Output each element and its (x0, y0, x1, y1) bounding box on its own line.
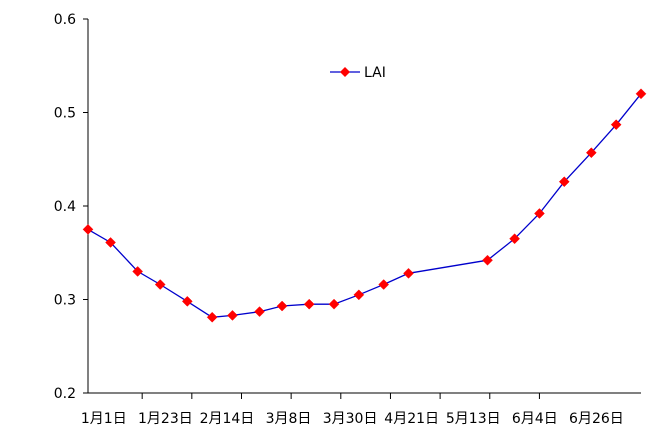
data-point (534, 208, 545, 219)
legend-label-lai: LAI (364, 65, 386, 81)
y-axis-ticks: 0.2 0.3 0.4 0.5 0.6 (54, 12, 88, 402)
legend-marker-swatch (340, 67, 350, 77)
data-point (303, 298, 315, 310)
data-point (105, 237, 116, 248)
data-point (154, 279, 166, 290)
data-point (378, 279, 390, 290)
data-point (482, 254, 493, 266)
data-point (509, 233, 520, 245)
x-tick-label: 1月1日 (81, 411, 127, 427)
x-tick-label: 3月8日 (266, 411, 312, 427)
data-point (276, 300, 288, 312)
data-point (227, 310, 238, 321)
data-point (403, 267, 414, 279)
data-point (610, 119, 622, 131)
data-point (558, 176, 570, 188)
x-tick-label: 3月30日 (323, 411, 378, 427)
data-point (82, 224, 94, 235)
y-tick-label: 0.5 (54, 106, 76, 122)
x-tick-label: 4月21日 (384, 411, 439, 427)
y-tick-label: 0.4 (54, 199, 76, 215)
data-point (635, 88, 647, 100)
y-tick-label: 0.2 (54, 386, 76, 402)
data-point (353, 289, 365, 301)
series-group (82, 88, 647, 323)
x-tick-label: 5月13日 (446, 411, 501, 427)
data-point (254, 306, 265, 318)
y-tick-label: 0.6 (54, 12, 76, 28)
series-line-lai (87, 93, 642, 318)
x-tick-label: 6月4日 (512, 411, 558, 427)
data-point (181, 296, 193, 307)
x-tick-label: 2月14日 (200, 411, 255, 427)
legend: LAI (330, 65, 386, 81)
x-axis-ticks: 1月1日 1月23日 2月14日 3月8日 3月30日 4月21日 5月13日 6月4日 6月2… (81, 393, 624, 427)
data-point (206, 311, 218, 323)
data-point (132, 266, 144, 277)
x-tick-label: 1月23日 (138, 411, 193, 427)
data-point (585, 147, 597, 159)
data-point (328, 298, 340, 310)
x-tick-label: 6月26日 (569, 411, 624, 427)
y-tick-label: 0.3 (54, 293, 76, 309)
